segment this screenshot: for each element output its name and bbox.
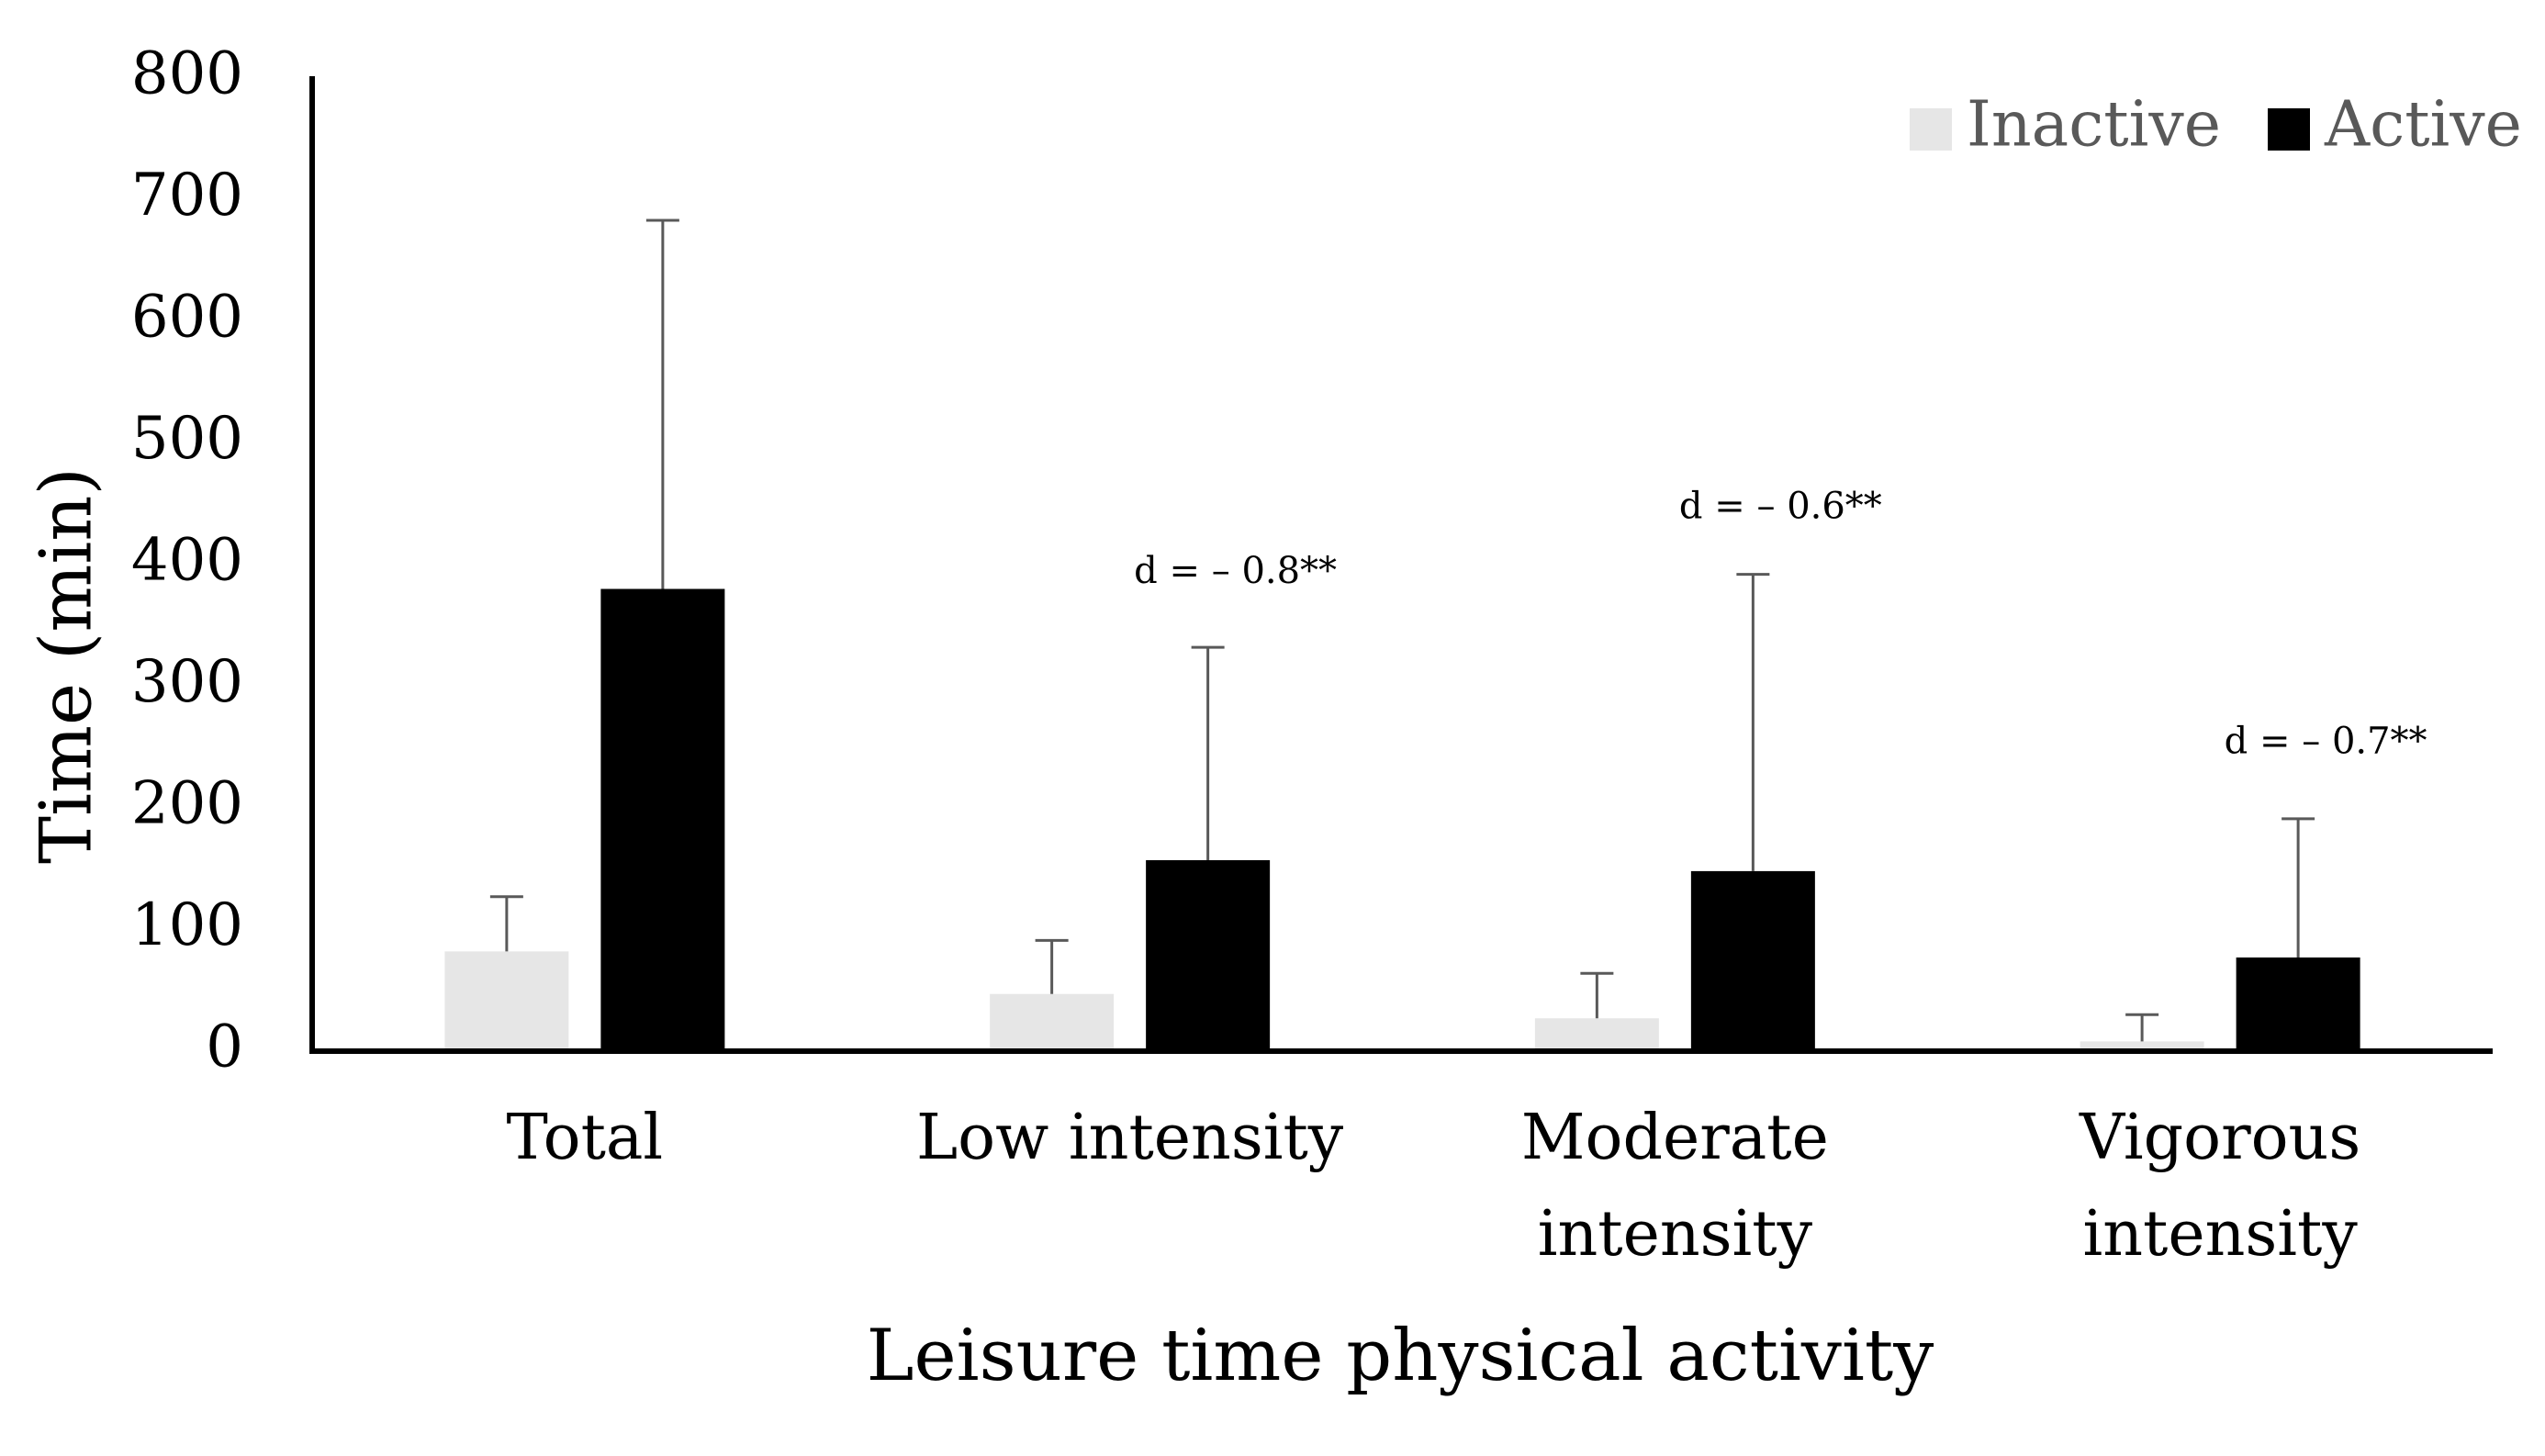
x-axis-title: Leisure time physical activity bbox=[867, 1315, 1934, 1397]
category-label: Low intensity bbox=[916, 1102, 1344, 1174]
category-label: Total bbox=[507, 1102, 664, 1174]
bar-inactive-3 bbox=[2080, 1041, 2204, 1051]
legend-swatch-active bbox=[2268, 108, 2310, 151]
category-label: intensity bbox=[2082, 1198, 2358, 1271]
y-tick-label: 100 bbox=[131, 891, 243, 959]
bars bbox=[444, 588, 2360, 1051]
bar-active-0 bbox=[600, 588, 725, 1051]
bar-active-2 bbox=[1690, 870, 1815, 1051]
y-tick-label: 500 bbox=[131, 405, 243, 473]
y-axis-ticks: 0 100 200 300 400 500 600 700 800 bbox=[131, 40, 243, 1081]
bar-active-3 bbox=[2236, 957, 2360, 1051]
legend-label-active: Active bbox=[2324, 89, 2522, 162]
category-labels: Total Low intensity Moderate intensity Vigor… bbox=[507, 1102, 2361, 1271]
y-tick-label: 300 bbox=[131, 648, 243, 716]
bar-active-1 bbox=[1146, 859, 1271, 1051]
effect-size-annotation: d = – 0.7** bbox=[2225, 720, 2427, 762]
y-tick-label: 800 bbox=[131, 40, 243, 108]
y-tick-label: 0 bbox=[206, 1014, 243, 1081]
category-label: Moderate bbox=[1521, 1102, 1829, 1174]
annotations: d = – 0.8** d = – 0.6** d = – 0.7** bbox=[1134, 486, 2427, 763]
bar-inactive-1 bbox=[990, 993, 1115, 1051]
y-tick-label: 700 bbox=[131, 162, 243, 230]
y-tick-label: 400 bbox=[131, 527, 243, 595]
legend-label-inactive: Inactive bbox=[1967, 89, 2221, 162]
bar-inactive-2 bbox=[1534, 1018, 1659, 1051]
error-bars bbox=[489, 218, 2315, 1042]
effect-size-annotation: d = – 0.6** bbox=[1679, 486, 1882, 528]
category-label: intensity bbox=[1538, 1198, 1813, 1271]
legend-swatch-inactive bbox=[1910, 108, 1952, 151]
y-tick-label: 200 bbox=[131, 770, 243, 838]
y-axis-title: Time (min) bbox=[26, 467, 108, 864]
y-tick-label: 600 bbox=[131, 284, 243, 352]
effect-size-annotation: d = – 0.8** bbox=[1134, 550, 1337, 592]
bar-inactive-0 bbox=[444, 951, 569, 1051]
category-label: Vigorous bbox=[2079, 1102, 2360, 1174]
legend: Inactive Active bbox=[1910, 89, 2522, 162]
